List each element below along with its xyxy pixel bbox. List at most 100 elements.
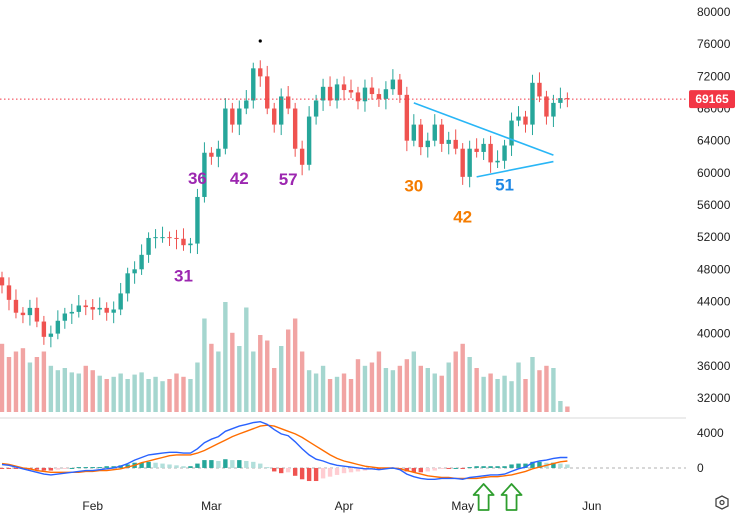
macd-histogram-bar xyxy=(488,466,493,468)
triangle-upper-line xyxy=(413,102,554,156)
candle-body xyxy=(481,143,486,152)
candle xyxy=(174,229,179,250)
volume-bar xyxy=(258,335,263,412)
macd-histogram-bar xyxy=(97,467,102,469)
macd-histogram-bar xyxy=(551,462,556,468)
candle xyxy=(90,299,95,320)
macd-histogram-bar xyxy=(502,466,507,468)
macd-histogram-bar xyxy=(460,467,465,469)
candle xyxy=(467,140,472,188)
volume-bar xyxy=(132,374,137,412)
volume-bar xyxy=(27,362,33,412)
volume-bar xyxy=(313,373,319,412)
candle xyxy=(279,88,284,136)
candle-body xyxy=(97,307,102,310)
candle-body xyxy=(460,148,465,177)
candle-body xyxy=(48,333,54,337)
candle xyxy=(223,98,228,155)
candle-body xyxy=(502,145,507,161)
volume-bar xyxy=(453,351,458,412)
volume-bar xyxy=(348,379,354,412)
macd-histogram-bar xyxy=(62,467,68,469)
macd-histogram-bar xyxy=(90,467,95,469)
candle xyxy=(565,92,570,108)
candle xyxy=(404,86,410,152)
current-price-tag: 69165 xyxy=(689,90,735,109)
marker-dot xyxy=(258,39,262,43)
candle xyxy=(41,315,47,345)
candle xyxy=(153,229,158,249)
candle-body xyxy=(313,100,319,117)
macd-histogram-bar xyxy=(272,467,277,472)
candle-body xyxy=(565,98,570,100)
volume-bar xyxy=(34,357,40,412)
macd-histogram-bar xyxy=(195,463,200,468)
price-tick-label: 32000 xyxy=(697,391,731,405)
candle-layer xyxy=(0,39,570,348)
candle-body xyxy=(292,108,298,149)
macd-histogram-bar xyxy=(146,461,151,468)
settings-icon[interactable] xyxy=(715,495,729,510)
macd-histogram-bar xyxy=(139,462,144,468)
volume-bar xyxy=(390,370,396,412)
current-price-line: 69165 xyxy=(0,90,735,109)
candle-body xyxy=(439,124,444,144)
annotation-label: 36 xyxy=(188,169,207,188)
candle-body xyxy=(55,320,61,334)
macd-histogram-bar xyxy=(76,467,81,469)
price-tick-label: 64000 xyxy=(697,134,731,148)
macd-histogram-bar xyxy=(418,467,423,473)
candle-body xyxy=(195,196,200,244)
volume-bar xyxy=(460,343,465,412)
candle-body xyxy=(209,152,214,157)
candle-body xyxy=(327,86,333,101)
macd-histogram-bar xyxy=(411,467,417,473)
candle-body xyxy=(69,311,74,314)
volume-bar xyxy=(481,376,486,412)
volume-bar xyxy=(376,351,382,412)
candle xyxy=(265,65,270,115)
candle xyxy=(188,237,193,254)
volume-bar xyxy=(13,351,19,412)
candle xyxy=(181,228,186,251)
volume-bar xyxy=(146,379,151,412)
candle-body xyxy=(474,148,479,152)
volume-bar xyxy=(446,362,451,412)
candle-body xyxy=(160,237,165,239)
candle xyxy=(118,282,123,316)
macd-histogram-bar xyxy=(432,467,437,471)
candle-body xyxy=(397,79,403,95)
volume-bar xyxy=(6,357,12,412)
volume-bar xyxy=(104,379,109,412)
volume-bar xyxy=(551,368,556,412)
candle-body xyxy=(551,102,556,117)
volume-bar xyxy=(285,329,291,412)
up-arrow xyxy=(472,483,495,511)
volume-bar xyxy=(299,351,305,412)
annotation-label: 42 xyxy=(453,208,472,227)
macd-histogram-bar xyxy=(404,467,410,472)
candle-body xyxy=(146,237,151,255)
volume-layer xyxy=(0,302,570,412)
volume-bar xyxy=(41,351,47,412)
volume-bar xyxy=(90,370,95,412)
macd-histogram-bar xyxy=(181,466,186,468)
candle xyxy=(446,131,451,155)
candle xyxy=(285,86,291,115)
candle xyxy=(558,87,563,109)
candle-body xyxy=(383,89,389,99)
macd-histogram-bar xyxy=(34,467,40,470)
macd-histogram-bar xyxy=(258,463,263,468)
macd-histogram-bar xyxy=(348,467,354,473)
up-arrow xyxy=(500,483,523,511)
macd-histogram-bar xyxy=(13,467,19,469)
candle-body xyxy=(0,277,5,286)
candle-body xyxy=(167,237,172,239)
macd-histogram-bar xyxy=(223,459,228,468)
candle-body xyxy=(341,84,347,91)
candle-body xyxy=(516,116,521,121)
candle xyxy=(411,114,417,147)
candle xyxy=(20,307,26,324)
macd-histogram-bar xyxy=(69,467,74,469)
macd-histogram-bar xyxy=(244,460,249,468)
